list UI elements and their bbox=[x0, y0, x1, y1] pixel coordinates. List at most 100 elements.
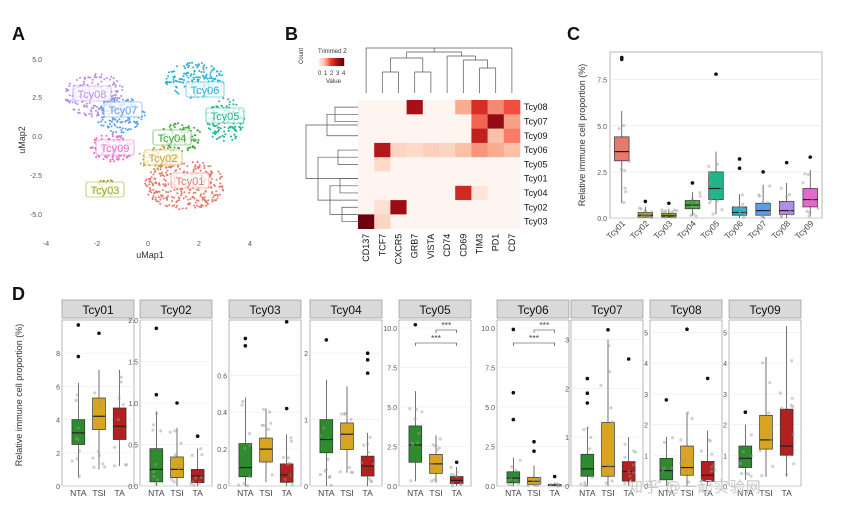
umap-point bbox=[111, 135, 114, 138]
box-jitter-point bbox=[806, 172, 810, 177]
heatmap-cell bbox=[455, 100, 472, 115]
legend-swatch bbox=[330, 58, 332, 66]
box-jitter-point bbox=[327, 475, 331, 479]
umap-point bbox=[94, 72, 97, 75]
umap-point bbox=[232, 99, 235, 102]
box-jitter-point bbox=[258, 455, 262, 459]
box-jitter-point bbox=[694, 205, 698, 209]
box-jitter-point bbox=[116, 417, 120, 422]
box-body bbox=[319, 419, 334, 454]
umap-point bbox=[142, 164, 145, 167]
box-jitter-point bbox=[644, 209, 648, 213]
box-body bbox=[279, 463, 294, 483]
box-jitter-point bbox=[430, 479, 434, 483]
umap-point bbox=[210, 75, 213, 78]
box-jitter-point bbox=[657, 480, 661, 484]
box-jitter-point bbox=[709, 469, 713, 473]
y-tick-label: 5.0 bbox=[485, 405, 495, 412]
box-jitter-point bbox=[768, 381, 772, 385]
box-jitter-point bbox=[628, 474, 632, 478]
umap-point bbox=[112, 131, 115, 134]
y-tick-label: 0.4 bbox=[217, 410, 227, 417]
heatmap-cell bbox=[422, 200, 440, 215]
umap-point bbox=[125, 156, 128, 159]
umap-cluster-label: Tcy03 bbox=[91, 185, 120, 197]
umap-point bbox=[153, 177, 156, 180]
umap-point bbox=[178, 80, 181, 83]
umap-label-box bbox=[152, 129, 192, 146]
facet-tcy03: Tcy03 0.0 0.2 0.4 0.6 NTA TSI TA bbox=[217, 299, 302, 498]
umap-point bbox=[85, 105, 88, 107]
significance-bracket bbox=[533, 329, 555, 333]
heatmap-cell bbox=[487, 200, 505, 215]
umap-point bbox=[73, 108, 76, 111]
heatmap-col-label: TCF7 bbox=[377, 234, 387, 257]
x-tick-label: NTA bbox=[737, 488, 754, 498]
box-jitter-point bbox=[673, 215, 677, 219]
y-tick-label: 5 bbox=[723, 330, 727, 337]
umap-point bbox=[187, 198, 190, 201]
box-jitter-point bbox=[432, 478, 436, 482]
umap-point bbox=[91, 78, 94, 81]
box-jitter-point bbox=[369, 479, 373, 483]
box-jitter-point bbox=[742, 215, 746, 219]
box-jitter-point bbox=[690, 416, 694, 421]
box-jitter-point bbox=[172, 480, 176, 484]
umap-point bbox=[193, 140, 196, 142]
umap-point bbox=[191, 196, 194, 198]
umap-point bbox=[202, 68, 205, 71]
box-jitter-point bbox=[758, 194, 762, 198]
umap-point bbox=[194, 191, 197, 194]
significance-bracket bbox=[513, 342, 555, 346]
box-jitter-point bbox=[338, 470, 342, 474]
umap-point bbox=[104, 155, 107, 158]
facet-strip bbox=[649, 299, 723, 319]
heatmap-cell bbox=[422, 157, 440, 172]
umap-point bbox=[105, 134, 108, 137]
umap-point bbox=[166, 83, 168, 86]
umap-point bbox=[184, 195, 187, 198]
umap-point bbox=[163, 175, 166, 178]
box-jitter-point bbox=[199, 447, 203, 451]
umap-point bbox=[182, 171, 185, 174]
umap-point bbox=[77, 111, 80, 114]
heatmap-cell bbox=[503, 171, 521, 187]
box-jitter-point bbox=[637, 206, 642, 210]
umap-cluster-label: Tcy09 bbox=[101, 143, 130, 155]
legend-swatch bbox=[339, 58, 341, 66]
box-body bbox=[506, 471, 521, 484]
box-jitter-point bbox=[682, 458, 686, 462]
box-jitter-point bbox=[77, 474, 81, 478]
umap-point bbox=[151, 198, 154, 201]
box-jitter-point bbox=[622, 200, 626, 205]
box-jitter-point bbox=[617, 127, 621, 131]
umap-point bbox=[193, 146, 195, 149]
heatmap-cell bbox=[439, 142, 456, 158]
umap-label-box bbox=[72, 85, 112, 102]
heatmap-cell bbox=[422, 128, 440, 144]
heatmap: Count Trimmed Z 0 1 2 3 4 Value Tcy08Tcy… bbox=[299, 47, 548, 264]
x-tick-label: TA bbox=[452, 488, 463, 498]
umap-point bbox=[93, 76, 96, 79]
legend-swatch bbox=[338, 58, 340, 66]
umap-point bbox=[185, 126, 187, 129]
umap-point bbox=[109, 130, 112, 132]
umap-point bbox=[225, 105, 228, 107]
dendrogram-branch bbox=[365, 48, 513, 93]
umap-point bbox=[215, 70, 218, 73]
box-jitter-point bbox=[113, 464, 117, 468]
umap-point bbox=[118, 118, 121, 121]
umap-point bbox=[179, 188, 182, 191]
box-jitter-point bbox=[197, 481, 201, 485]
umap-point bbox=[234, 125, 237, 128]
y-tick-label: 2 bbox=[56, 451, 60, 458]
umap-point bbox=[198, 164, 201, 167]
umap-point bbox=[97, 113, 100, 116]
dendrogram-branch bbox=[305, 124, 358, 179]
umap-point bbox=[221, 74, 223, 77]
umap-point bbox=[136, 123, 139, 126]
heatmap-cell bbox=[471, 114, 488, 129]
box-jitter-point bbox=[556, 484, 560, 488]
umap-point bbox=[90, 110, 93, 113]
